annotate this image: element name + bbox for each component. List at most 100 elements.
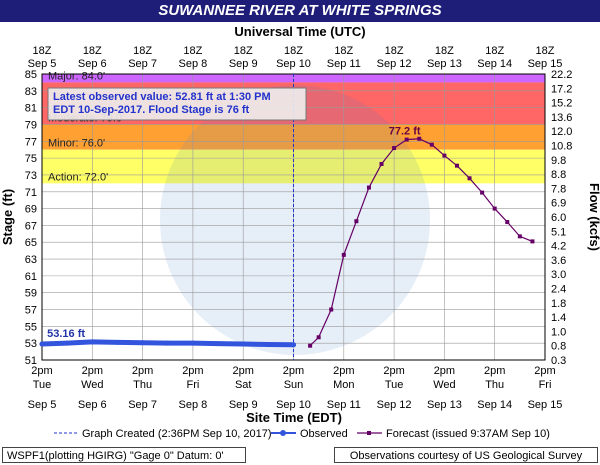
legend-forecast: Forecast (issued 9:37AM Sep 10): [386, 428, 550, 440]
footer-datum: WSPF1(plotting HGIRG) "Gage 0" Datum: 0': [2, 447, 246, 463]
y-tick-label: 75: [25, 153, 37, 165]
x-top-tick-time: 18Z: [234, 45, 253, 57]
x-tick-time: 2pm: [232, 365, 253, 377]
x-tick-time: 2pm: [484, 365, 505, 377]
x-top-tick-time: 18Z: [485, 45, 504, 57]
y2-tick-label: 15.2: [551, 98, 572, 110]
x-top-tick-time: 18Z: [133, 45, 152, 57]
y2-tick-label: 22.2: [551, 69, 572, 81]
x-top-tick-date: Sep 13: [427, 58, 462, 70]
x-top-tick-date: Sep 11: [327, 58, 361, 70]
x-top-tick-time: 18Z: [33, 45, 52, 57]
x-tick-day: Sun: [284, 379, 304, 391]
x-top-tick-time: 18Z: [435, 45, 454, 57]
y2-tick-label: 3.0: [551, 269, 566, 281]
y-tick-label: 59: [25, 288, 37, 300]
footer-credit: Observations courtesy of US Geological S…: [334, 447, 598, 463]
y-tick-label: 51: [25, 355, 37, 367]
forecast-point: [429, 142, 434, 147]
x-tick-day: Mon: [333, 379, 354, 391]
y2-tick-label: 1.8: [551, 298, 566, 310]
x-top-tick-date: Sep 7: [128, 58, 157, 70]
forecast-point: [417, 136, 422, 141]
forecast-point: [341, 252, 346, 257]
y-tick-label: 61: [25, 271, 37, 283]
forecast-point: [442, 153, 447, 158]
observed-point: [215, 341, 221, 347]
legend-graph-created: Graph Created (2:36PM Sep 10, 2017): [82, 428, 272, 440]
y-tick-label: 81: [25, 103, 37, 115]
observed-point: [39, 341, 45, 347]
y2-tick-label: 6.0: [551, 212, 566, 224]
info-line: EDT 10-Sep-2017. Flood Stage is 76 ft: [53, 104, 250, 116]
x-tick-date: Sep 10: [276, 399, 311, 411]
flood-label-minor: Minor: 76.0': [48, 138, 105, 150]
x-tick-time: 2pm: [82, 365, 103, 377]
x-tick-date: Sep 14: [477, 399, 512, 411]
forecast-point: [392, 146, 397, 151]
x-top-tick-date: Sep 6: [78, 58, 107, 70]
x-top-tick-time: 18Z: [536, 45, 555, 57]
observed-point: [265, 341, 271, 347]
x-tick-date: Sep 6: [78, 399, 107, 411]
x-tick-day: Thu: [485, 379, 504, 391]
x-tick-date: Sep 8: [179, 399, 208, 411]
x-top-tick-time: 18Z: [183, 45, 202, 57]
x-tick-time: 2pm: [132, 365, 153, 377]
forecast-point: [316, 335, 321, 340]
observed-point: [89, 339, 95, 345]
forecast-point: [379, 162, 384, 167]
y-tick-label: 71: [25, 187, 37, 199]
x-tick-date: Sep 15: [528, 399, 563, 411]
x-top-tick-date: Sep 14: [477, 58, 512, 70]
y2-tick-label: 5.1: [551, 226, 566, 238]
y2-tick-label: 3.6: [551, 255, 566, 267]
x-tick-day: Tue: [33, 379, 52, 391]
forecast-point: [404, 137, 409, 142]
x-tick-day: Thu: [133, 379, 152, 391]
x-tick-time: 2pm: [283, 365, 304, 377]
forecast-point: [329, 307, 334, 312]
observed-point: [291, 342, 296, 348]
forecast-point: [308, 343, 313, 348]
x-tick-time: 2pm: [333, 365, 354, 377]
noaa-watermark: [160, 85, 430, 355]
flood-label-major: Major: 84.0': [48, 70, 105, 82]
x-tick-day: Fri: [186, 379, 199, 391]
info-box: [47, 87, 307, 121]
y2-tick-label: 0.3: [551, 355, 566, 367]
y-tick-label: 67: [25, 220, 37, 232]
x-tick-date: Sep 7: [128, 399, 157, 411]
x-top-tick-time: 18Z: [83, 45, 102, 57]
x-tick-date: Sep 9: [229, 399, 258, 411]
forecast-peak-label: 77.2 ft: [389, 126, 421, 138]
y-tick-label: 63: [25, 254, 37, 266]
y-tick-label: 53: [25, 338, 37, 350]
y-tick-label: 65: [25, 237, 37, 249]
y2-tick-label: 12.0: [551, 126, 572, 138]
x-tick-time: 2pm: [534, 365, 555, 377]
forecast-point: [517, 234, 522, 239]
forecast-point: [354, 219, 359, 224]
x-tick-day: Tue: [385, 379, 404, 391]
chart-title: SUWANNEE RIVER AT WHITE SPRINGS: [0, 0, 600, 22]
x-top-tick-date: Sep 10: [276, 58, 311, 70]
x-top-tick-time: 18Z: [385, 45, 404, 57]
y2-tick-label: 7.8: [551, 183, 566, 195]
observed-value-label: 53.16 ft: [47, 328, 85, 340]
y2-tick-label: 1.4: [551, 312, 566, 324]
y-tick-label: 83: [25, 86, 37, 98]
observed-point: [240, 341, 246, 347]
observed-point: [64, 340, 70, 346]
forecast-point: [480, 190, 485, 195]
y2-tick-label: 0.8: [551, 341, 566, 353]
x-tick-time: 2pm: [31, 365, 52, 377]
observed-point: [190, 340, 196, 346]
forecast-point: [366, 185, 371, 190]
x-tick-day: Fri: [539, 379, 552, 391]
observed-point: [114, 339, 120, 345]
info-line: Latest observed value: 52.81 ft at 1:30 …: [53, 91, 271, 103]
x-axis-title: Site Time (EDT): [246, 410, 342, 425]
x-top-tick-date: Sep 8: [179, 58, 208, 70]
y2-tick-label: 17.2: [551, 83, 572, 95]
